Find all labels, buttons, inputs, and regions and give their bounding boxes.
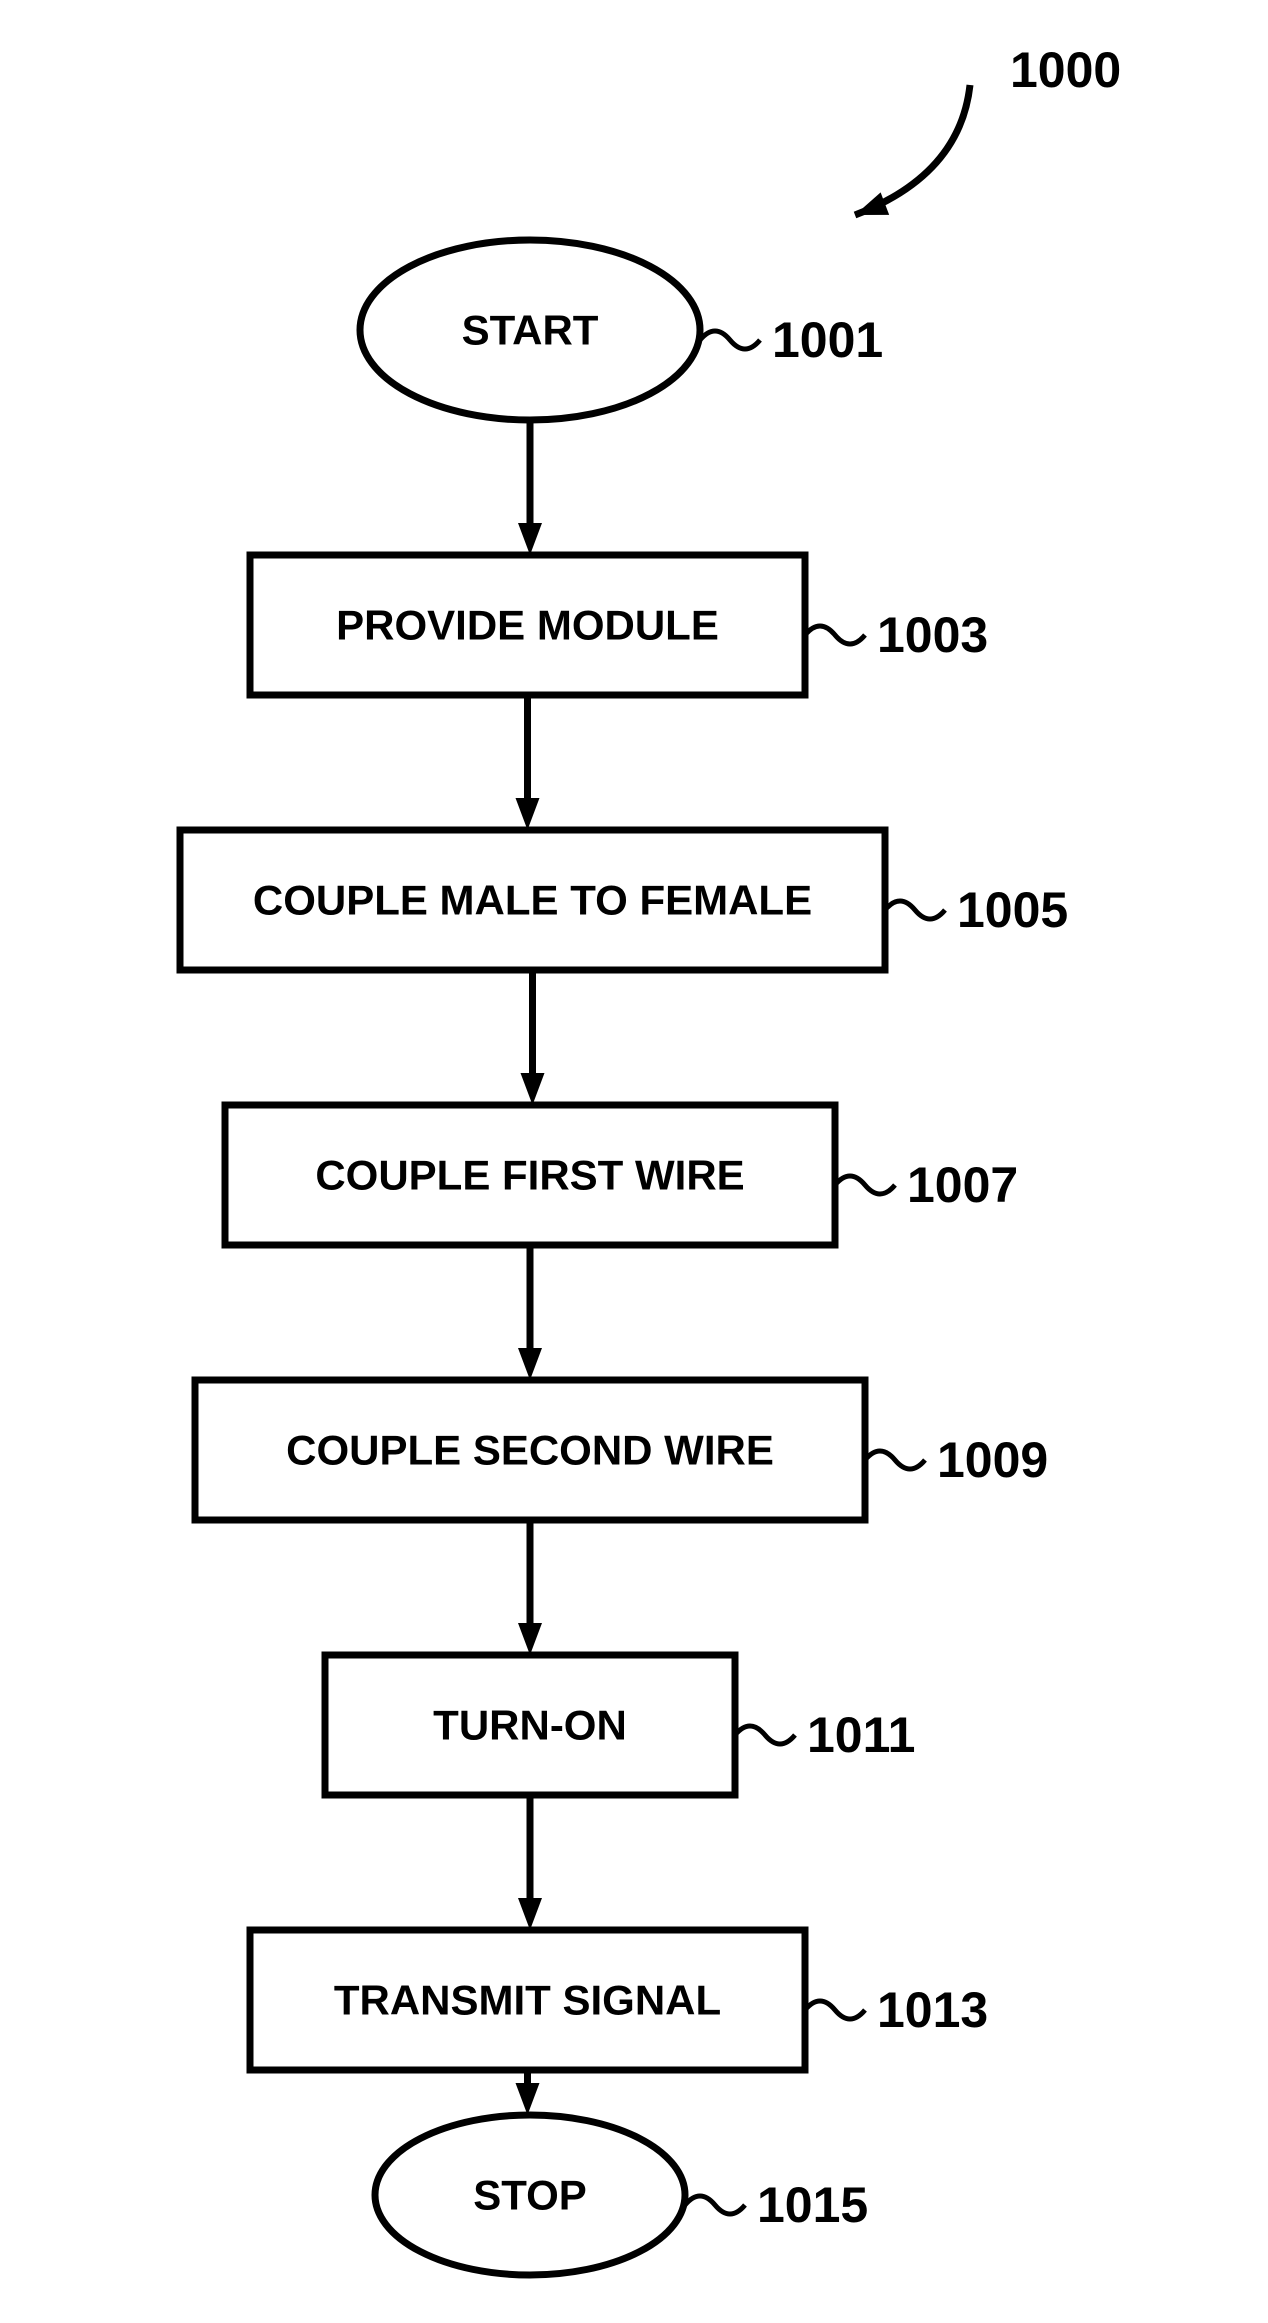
ref-connector-couple2 — [835, 1176, 895, 1194]
ref-connector-turnon — [735, 1726, 795, 1744]
node-stop: STOP — [375, 2115, 685, 2275]
title-ref-label: 1000 — [1010, 42, 1121, 98]
ref-label-provide: 1003 — [877, 607, 988, 663]
node-couple1-label: COUPLE MALE TO FEMALE — [253, 877, 812, 924]
node-xmit: TRANSMIT SIGNAL — [250, 1930, 805, 2070]
title-pointer — [855, 85, 970, 215]
node-turnon-label: TURN-ON — [433, 1702, 627, 1749]
ref-connector-xmit — [805, 2001, 865, 2019]
ref-label-couple1: 1005 — [957, 882, 1068, 938]
node-start-label: START — [462, 307, 599, 354]
ref-connector-start — [700, 331, 760, 349]
node-provide-label: PROVIDE MODULE — [336, 602, 719, 649]
flow-arrowhead — [518, 1623, 542, 1655]
ref-label-stop: 1015 — [757, 2177, 868, 2233]
ref-connector-provide — [805, 626, 865, 644]
node-xmit-label: TRANSMIT SIGNAL — [334, 1977, 721, 2024]
ref-label-start: 1001 — [772, 312, 883, 368]
node-stop-label: STOP — [473, 2172, 587, 2219]
flow-arrowhead — [521, 1073, 545, 1105]
ref-connector-couple3 — [865, 1451, 925, 1469]
node-couple3-label: COUPLE SECOND WIRE — [286, 1427, 774, 1474]
node-turnon: TURN-ON — [325, 1655, 735, 1795]
node-couple2-label: COUPLE FIRST WIRE — [315, 1152, 744, 1199]
title-pointer-arrowhead — [855, 192, 889, 215]
flow-arrowhead — [518, 1348, 542, 1380]
ref-connector-couple1 — [885, 901, 945, 919]
node-couple2: COUPLE FIRST WIRE — [225, 1105, 835, 1245]
ref-label-couple2: 1007 — [907, 1157, 1018, 1213]
node-start: START — [360, 240, 700, 420]
flow-arrowhead — [516, 798, 540, 830]
flow-arrowhead — [518, 523, 542, 555]
node-couple1: COUPLE MALE TO FEMALE — [180, 830, 885, 970]
flow-arrowhead — [518, 1898, 542, 1930]
ref-label-xmit: 1013 — [877, 1982, 988, 2038]
node-couple3: COUPLE SECOND WIRE — [195, 1380, 865, 1520]
ref-label-couple3: 1009 — [937, 1432, 1048, 1488]
flow-arrowhead — [516, 2083, 540, 2115]
node-provide: PROVIDE MODULE — [250, 555, 805, 695]
ref-label-turnon: 1011 — [807, 1707, 915, 1763]
ref-connector-stop — [685, 2196, 745, 2214]
